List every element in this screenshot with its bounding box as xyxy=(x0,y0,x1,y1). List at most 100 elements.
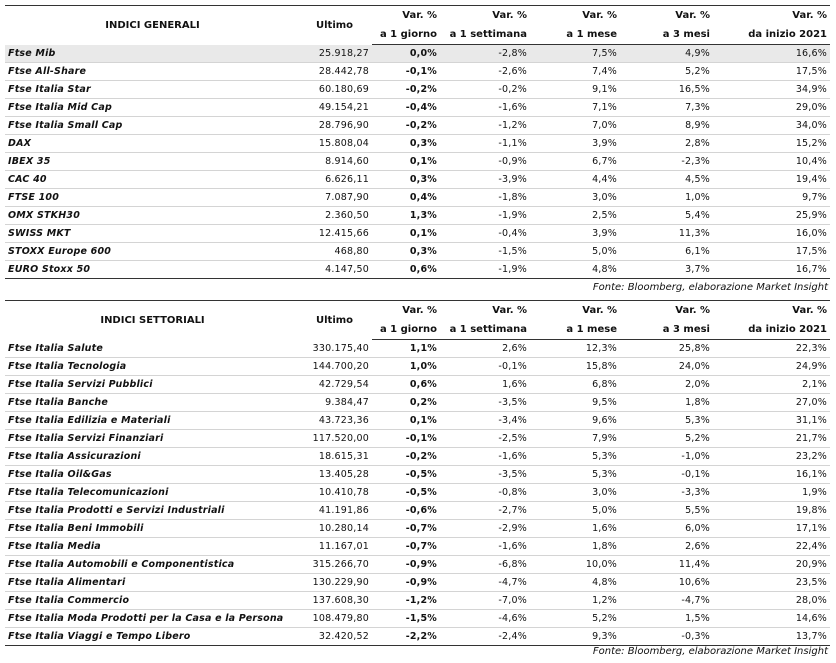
cell-value: 10,4% xyxy=(713,152,830,171)
cell-value: 10,0% xyxy=(530,555,620,574)
cell-value: 12.415,66 xyxy=(300,224,372,243)
cell-value: -0,3% xyxy=(620,627,713,646)
cell-value: -1,9% xyxy=(440,206,530,225)
cell-value: -0,9% xyxy=(372,555,440,574)
cell-value: 22,4% xyxy=(713,537,830,556)
cell-value: 2.360,50 xyxy=(300,206,372,225)
cell-value: 7,3% xyxy=(620,98,713,117)
cell-value: 17,5% xyxy=(713,242,830,261)
cell-value: 10,6% xyxy=(620,573,713,592)
index-name: OMX STKH30 xyxy=(5,206,300,225)
header-var: Var. % xyxy=(582,10,617,21)
cell-value: 29,0% xyxy=(713,98,830,117)
cell-value: -2,9% xyxy=(440,519,530,538)
index-table: INDICI SETTORIALI Ultimo Var. % Var. % Var. … xyxy=(5,300,830,646)
cell-value: -0,2% xyxy=(372,447,440,466)
cell-value: 16,1% xyxy=(713,465,830,484)
header-var: Var. % xyxy=(675,10,710,21)
cell-value: -0,2% xyxy=(372,116,440,135)
cell-value: -0,5% xyxy=(372,483,440,502)
cell-value: 28,0% xyxy=(713,591,830,610)
index-name: Ftse Italia Servizi Finanziari xyxy=(5,429,300,448)
index-name: Ftse Italia Small Cap xyxy=(5,116,300,135)
cell-value: 14,6% xyxy=(713,609,830,628)
cell-value: 12,3% xyxy=(530,339,620,358)
cell-value: 0,3% xyxy=(372,134,440,153)
cell-value: -3,4% xyxy=(440,411,530,430)
cell-value: 1,0% xyxy=(372,357,440,376)
cell-value: -1,6% xyxy=(440,447,530,466)
cell-value: 25,8% xyxy=(620,339,713,358)
cell-value: -3,9% xyxy=(440,170,530,189)
cell-value: 19,8% xyxy=(713,501,830,520)
cell-value: -2,5% xyxy=(440,429,530,448)
cell-value: 43.723,36 xyxy=(300,411,372,430)
cell-value: 1,1% xyxy=(372,339,440,358)
cell-value: -2,2% xyxy=(372,627,440,646)
header-var: Var. % xyxy=(582,305,617,316)
cell-value: -4,7% xyxy=(440,573,530,592)
cell-value: -0,1% xyxy=(620,465,713,484)
cell-value: -1,5% xyxy=(372,609,440,628)
table-body: Ftse Italia Salute 330.175,40 1,1% 2,6% 12,3… xyxy=(5,339,830,646)
cell-value: -0,7% xyxy=(372,537,440,556)
cell-value: 1,9% xyxy=(713,483,830,502)
header-period: a 1 settimana xyxy=(440,25,530,45)
cell-value: -1,1% xyxy=(440,134,530,153)
cell-value: -0,4% xyxy=(372,98,440,117)
cell-value: 7,4% xyxy=(530,62,620,81)
table-row: FTSE 100 7.087,90 0,4% -1,8% 3,0% 1,0% 9,7% xyxy=(5,188,830,207)
header-var: Var. % xyxy=(402,10,437,21)
cell-value: 13,7% xyxy=(713,627,830,646)
cell-value: 19,4% xyxy=(713,170,830,189)
index-name: Ftse Italia Assicurazioni xyxy=(5,447,300,466)
cell-value: 22,3% xyxy=(713,339,830,358)
cell-value: -0,6% xyxy=(372,501,440,520)
cell-value: 49.154,21 xyxy=(300,98,372,117)
cell-value: -1,5% xyxy=(440,242,530,261)
cell-value: 24,9% xyxy=(713,357,830,376)
index-name: Ftse Italia Moda Prodotti per la Casa e … xyxy=(5,609,300,628)
header-period: da inizio 2021 xyxy=(713,320,830,340)
index-name: Ftse Italia Salute xyxy=(5,339,300,358)
table-row: Ftse All-Share 28.442,78 -0,1% -2,6% 7,4% 5,2… xyxy=(5,62,830,81)
index-name: Ftse Italia Automobili e Componentistica xyxy=(5,555,300,574)
cell-value: 24,0% xyxy=(620,357,713,376)
cell-value: 60.180,69 xyxy=(300,80,372,99)
cell-value: 41.191,86 xyxy=(300,501,372,520)
index-name: Ftse Italia Media xyxy=(5,537,300,556)
cell-value: 0,0% xyxy=(372,44,440,63)
header-period: a 1 settimana xyxy=(440,320,530,340)
cell-value: 16,0% xyxy=(713,224,830,243)
index-name: Ftse Italia Mid Cap xyxy=(5,98,300,117)
cell-value: 0,2% xyxy=(372,393,440,412)
cell-value: -2,8% xyxy=(440,44,530,63)
table-row: OMX STKH30 2.360,50 1,3% -1,9% 2,5% 5,4% 25,9% xyxy=(5,206,830,225)
cell-value: 10.410,78 xyxy=(300,483,372,502)
cell-value: -1,9% xyxy=(440,260,530,279)
cell-value: 23,2% xyxy=(713,447,830,466)
header-var: Var. % xyxy=(402,305,437,316)
cell-value: 7.087,90 xyxy=(300,188,372,207)
cell-value: 3,0% xyxy=(530,188,620,207)
table-header: INDICI SETTORIALI Ultimo Var. % Var. % Var. … xyxy=(5,300,830,340)
index-name: Ftse Italia Edilizia e Materiali xyxy=(5,411,300,430)
cell-value: -0,2% xyxy=(372,80,440,99)
cell-value: 9,7% xyxy=(713,188,830,207)
cell-value: 13.405,28 xyxy=(300,465,372,484)
cell-value: 18.615,31 xyxy=(300,447,372,466)
cell-value: 5,3% xyxy=(530,447,620,466)
table-row: Ftse Italia Assicurazioni 18.615,31 -0,2% -… xyxy=(5,447,830,466)
table-row: DAX 15.808,04 0,3% -1,1% 3,9% 2,8% 15,2% xyxy=(5,134,830,153)
cell-value: 0,6% xyxy=(372,260,440,279)
index-name: Ftse Italia Prodotti e Servizi Industria… xyxy=(5,501,300,520)
table-row: Ftse Italia Beni Immobili 10.280,14 -0,7% -… xyxy=(5,519,830,538)
cell-value: 1,8% xyxy=(620,393,713,412)
header-period: a 1 giorno xyxy=(372,320,440,340)
cell-value: -7,0% xyxy=(440,591,530,610)
cell-value: -2,7% xyxy=(440,501,530,520)
cell-value: 9,1% xyxy=(530,80,620,99)
cell-value: 9,5% xyxy=(530,393,620,412)
header-period: a 1 mese xyxy=(530,25,620,45)
index-name: Ftse Italia Beni Immobili xyxy=(5,519,300,538)
